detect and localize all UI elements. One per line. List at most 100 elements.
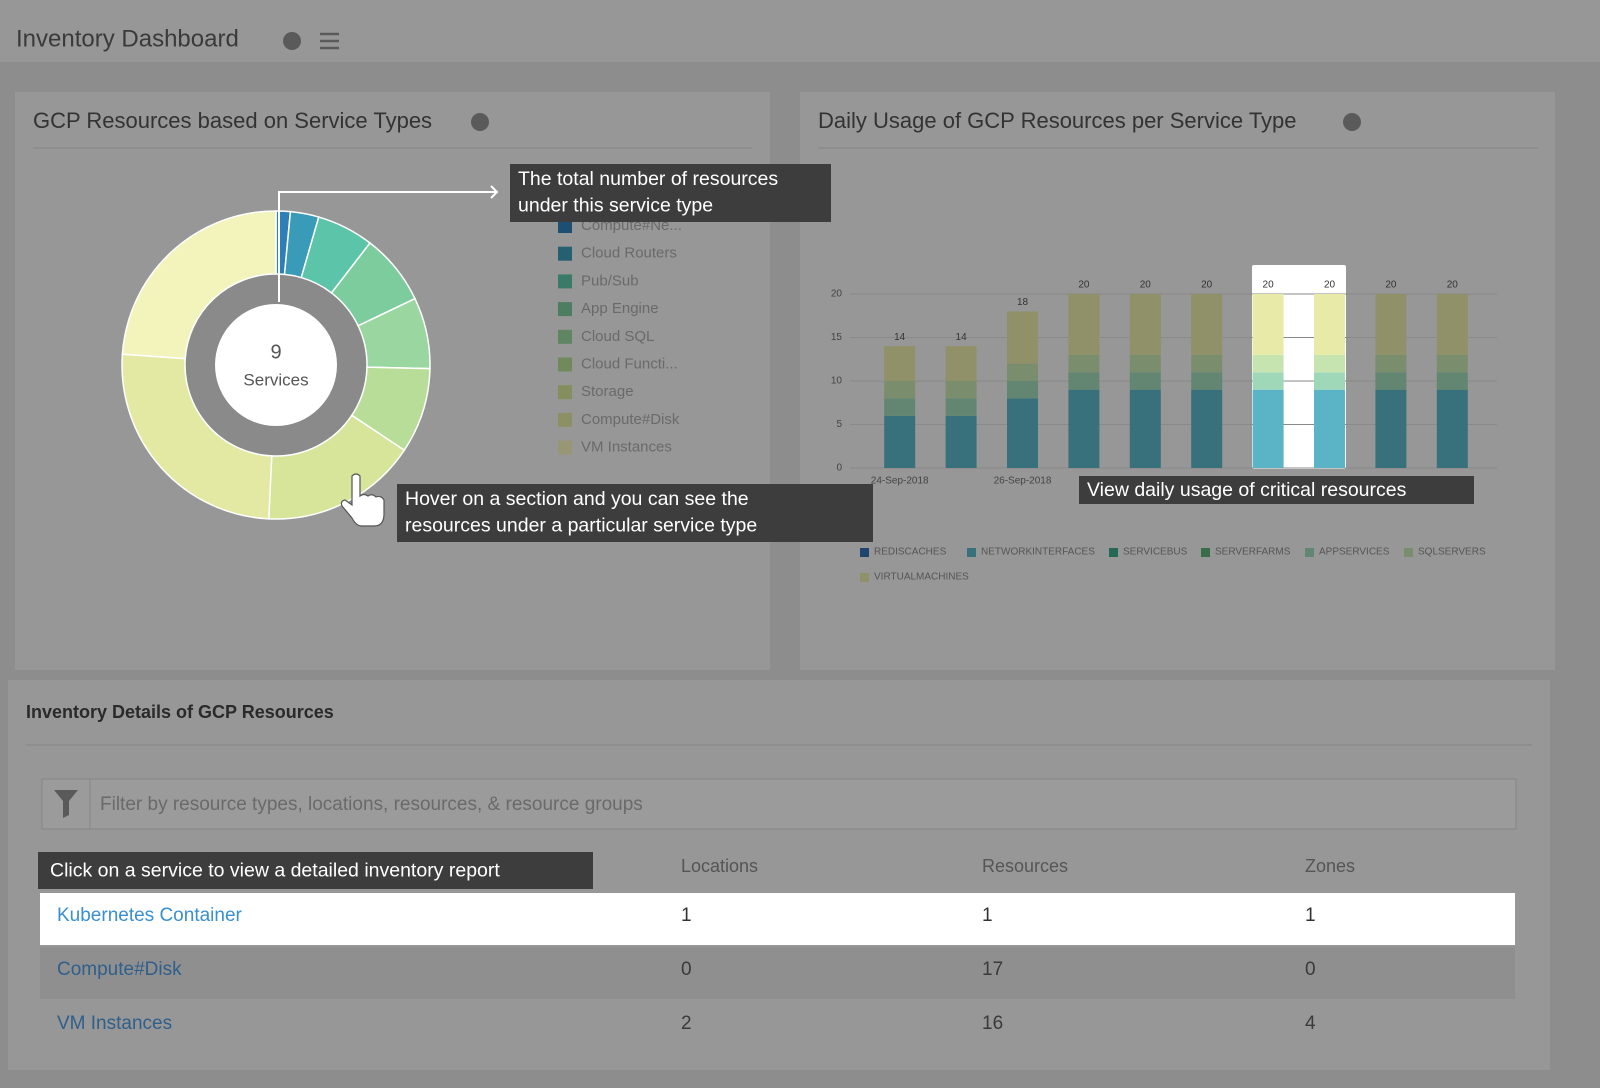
legend-label[interactable]: REDISCACHES bbox=[874, 547, 947, 558]
info-icon[interactable] bbox=[1343, 113, 1361, 131]
bar-segment[interactable] bbox=[1252, 294, 1284, 355]
donut-segment[interactable] bbox=[121, 210, 277, 360]
service-link[interactable]: Compute#Disk bbox=[57, 959, 182, 980]
legend-label[interactable]: Cloud SQL bbox=[581, 328, 654, 345]
inventory-table: Locations Resources Zones Kubernetes Contai… bbox=[40, 856, 1515, 1053]
legend-label[interactable]: Cloud Functi... bbox=[581, 355, 678, 372]
cell: 1 bbox=[982, 905, 993, 926]
legend-label[interactable]: VIRTUALMACHINES bbox=[874, 572, 969, 583]
service-link[interactable]: VM Instances bbox=[57, 1013, 172, 1034]
legend-label[interactable]: NETWORKINTERFACES bbox=[981, 547, 1095, 558]
donut-chart: 9 Services bbox=[121, 210, 431, 520]
table-row[interactable] bbox=[40, 947, 1515, 999]
bar-segment[interactable] bbox=[1252, 389, 1284, 468]
cursor-icon bbox=[340, 473, 385, 527]
legend-swatch bbox=[1404, 548, 1413, 557]
legend-label[interactable]: Storage bbox=[581, 383, 634, 400]
legend-swatch bbox=[558, 385, 572, 400]
donut-segment[interactable] bbox=[121, 353, 273, 520]
bar-segment[interactable] bbox=[1068, 389, 1100, 468]
bar-segment[interactable] bbox=[1375, 354, 1407, 373]
filter-icon[interactable] bbox=[54, 790, 78, 818]
header-bar bbox=[0, 0, 1600, 62]
cell: 1 bbox=[681, 905, 692, 926]
page-title: Inventory Dashboard bbox=[16, 25, 239, 52]
total-label: 14 bbox=[894, 332, 906, 343]
tooltip bbox=[1079, 476, 1474, 504]
info-icon[interactable] bbox=[471, 113, 489, 131]
legend-label[interactable]: VM Instances bbox=[581, 439, 672, 456]
callout-line bbox=[278, 185, 499, 302]
bar-segment[interactable] bbox=[1252, 372, 1284, 390]
bar-segment[interactable] bbox=[884, 381, 916, 399]
bar-chart: 0 5 10 15 20 14 24-Sep-2018 14 18 26-Sep-2018 20 20… bbox=[831, 280, 1497, 487]
bar-segment[interactable] bbox=[884, 346, 916, 381]
legend-swatch bbox=[558, 357, 572, 372]
bar-segment[interactable] bbox=[1436, 354, 1468, 373]
tooltip bbox=[38, 852, 593, 889]
table-row[interactable] bbox=[40, 1001, 1515, 1053]
bar-segment[interactable] bbox=[1375, 372, 1407, 390]
bar-segment[interactable] bbox=[1314, 294, 1345, 355]
bar-segment[interactable] bbox=[1129, 389, 1161, 468]
bar-segment[interactable] bbox=[1068, 354, 1100, 373]
bar-segment[interactable] bbox=[1252, 354, 1284, 373]
bar-segment[interactable] bbox=[1436, 294, 1468, 355]
column-header: Zones bbox=[1305, 856, 1355, 876]
tooltip bbox=[397, 484, 873, 542]
bar-segment[interactable] bbox=[945, 346, 977, 381]
bar-segment[interactable] bbox=[945, 381, 977, 399]
y-tick-label: 15 bbox=[831, 332, 843, 343]
bar-segment[interactable] bbox=[1007, 363, 1038, 381]
legend-swatch bbox=[558, 440, 572, 455]
cell: 16 bbox=[982, 1013, 1003, 1034]
legend-label[interactable]: SQLSERVERS bbox=[1418, 547, 1486, 558]
bar-segment[interactable] bbox=[1314, 354, 1345, 373]
bar-segment[interactable] bbox=[1375, 389, 1407, 468]
legend-label[interactable]: SERVERFARMS bbox=[1215, 547, 1291, 558]
bar-segment[interactable] bbox=[1129, 354, 1161, 373]
filter-box[interactable] bbox=[41, 778, 1517, 830]
bar-segment[interactable] bbox=[1191, 354, 1223, 373]
bar-segment[interactable] bbox=[1436, 389, 1468, 468]
legend-label[interactable]: SERVICEBUS bbox=[1123, 547, 1188, 558]
bar-segment[interactable] bbox=[1314, 389, 1345, 468]
cell: 2 bbox=[681, 1013, 692, 1034]
bar-segment[interactable] bbox=[1007, 398, 1038, 468]
cell: 17 bbox=[982, 959, 1003, 980]
service-link[interactable]: Kubernetes Container bbox=[57, 905, 243, 926]
legend-label[interactable]: APPSERVICES bbox=[1319, 547, 1390, 558]
bar-segment[interactable] bbox=[1191, 389, 1223, 468]
tooltip-text: Click on a service to view a detailed in… bbox=[50, 860, 500, 882]
bar-segment[interactable] bbox=[1191, 294, 1223, 355]
info-icon[interactable] bbox=[283, 32, 301, 50]
legend-swatch bbox=[967, 548, 976, 557]
legend-label[interactable]: App Engine bbox=[581, 300, 659, 317]
legend-label[interactable]: Pub/Sub bbox=[581, 272, 639, 289]
bar-segment[interactable] bbox=[1007, 381, 1038, 399]
y-tick-label: 10 bbox=[831, 376, 843, 387]
y-tick-label: 20 bbox=[831, 289, 843, 300]
bar-segment[interactable] bbox=[1007, 311, 1038, 364]
bar-segment[interactable] bbox=[1314, 372, 1345, 390]
bar-segment[interactable] bbox=[1068, 372, 1100, 390]
tooltip-text: The total number of resources bbox=[518, 168, 778, 190]
center-label: Services bbox=[243, 370, 308, 389]
bar-segment[interactable] bbox=[884, 415, 916, 468]
bar-segment[interactable] bbox=[884, 398, 916, 416]
filter-placeholder[interactable]: Filter by resource types, locations, res… bbox=[100, 794, 643, 815]
bar-segment[interactable] bbox=[1129, 372, 1161, 390]
table-row[interactable] bbox=[40, 893, 1515, 945]
bar-segment[interactable] bbox=[945, 415, 977, 468]
bar-segment[interactable] bbox=[1068, 294, 1100, 355]
bar-segment[interactable] bbox=[1191, 372, 1223, 390]
bar-segment[interactable] bbox=[1375, 294, 1407, 355]
menu-icon[interactable] bbox=[320, 32, 339, 50]
bar-segment[interactable] bbox=[1129, 294, 1161, 355]
legend-label[interactable]: Compute#Disk bbox=[581, 411, 680, 428]
bar-segment[interactable] bbox=[945, 398, 977, 416]
legend-label[interactable]: Cloud Routers bbox=[581, 245, 677, 262]
bar-segment[interactable] bbox=[1436, 372, 1468, 390]
total-label: 20 bbox=[1201, 280, 1213, 291]
